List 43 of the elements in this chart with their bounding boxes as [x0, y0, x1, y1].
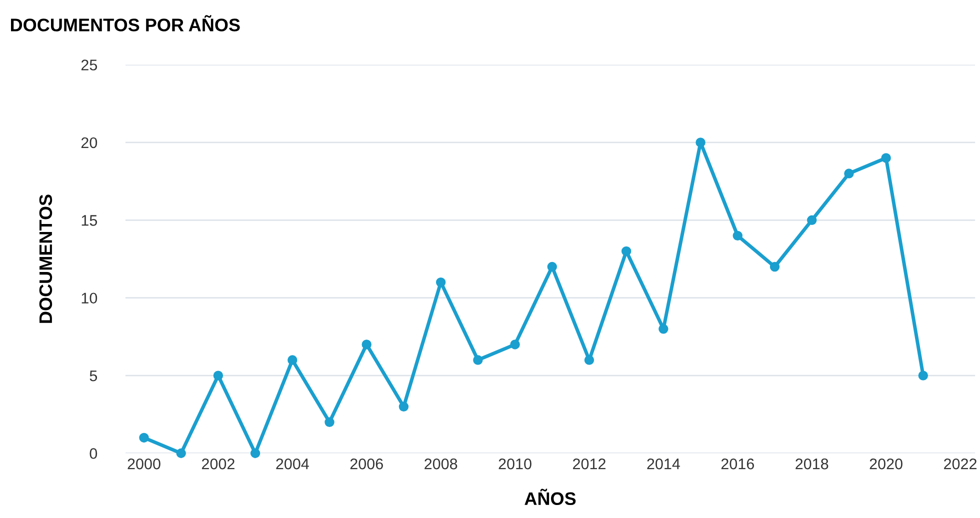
- y-tick-label: 0: [90, 448, 98, 459]
- x-tick-label: 2022: [944, 458, 976, 470]
- x-tick-label: 2006: [350, 458, 383, 470]
- point: [658, 324, 668, 334]
- point: [398, 402, 409, 412]
- point: [288, 355, 298, 365]
- x-tick-label: 2004: [276, 458, 309, 470]
- y-axis-title: DOCUMENTOS: [39, 194, 52, 323]
- point: [176, 448, 186, 458]
- chart-title: DOCUMENTOS POR AÑOS: [11, 15, 240, 32]
- point: [473, 355, 483, 365]
- y-tick-label: 5: [90, 370, 98, 382]
- x-tick-label: 2014: [647, 458, 680, 470]
- point: [362, 340, 372, 350]
- point: [510, 340, 520, 350]
- point: [547, 262, 557, 272]
- point: [770, 262, 780, 272]
- point: [844, 168, 854, 178]
- x-tick-label: 2002: [202, 458, 234, 470]
- point: [250, 448, 260, 458]
- x-tick-label: 2010: [498, 458, 532, 470]
- point: [918, 370, 928, 380]
- point: [621, 246, 632, 256]
- x-axis-title: AÑOS: [524, 488, 576, 506]
- point: [436, 277, 446, 288]
- point: [732, 230, 742, 241]
- point: [139, 432, 149, 443]
- x-tick-label: 2008: [424, 458, 458, 470]
- y-tick-label: 15: [82, 215, 98, 226]
- x-tick-label: 2012: [573, 458, 606, 470]
- x-tick-label: 2016: [721, 458, 754, 470]
- y-tick-label: 20: [81, 137, 98, 148]
- x-tick-label: 2018: [796, 458, 828, 470]
- x-tick-label: 2000: [128, 458, 160, 470]
- y-tick-label: 25: [81, 60, 98, 70]
- point: [881, 153, 891, 163]
- point: [324, 417, 334, 428]
- x-tick-label: 2020: [870, 458, 902, 470]
- y-tick-label: 10: [82, 292, 98, 304]
- point: [806, 215, 817, 226]
- point: [584, 355, 594, 365]
- point: [213, 370, 224, 380]
- point: [696, 138, 706, 148]
